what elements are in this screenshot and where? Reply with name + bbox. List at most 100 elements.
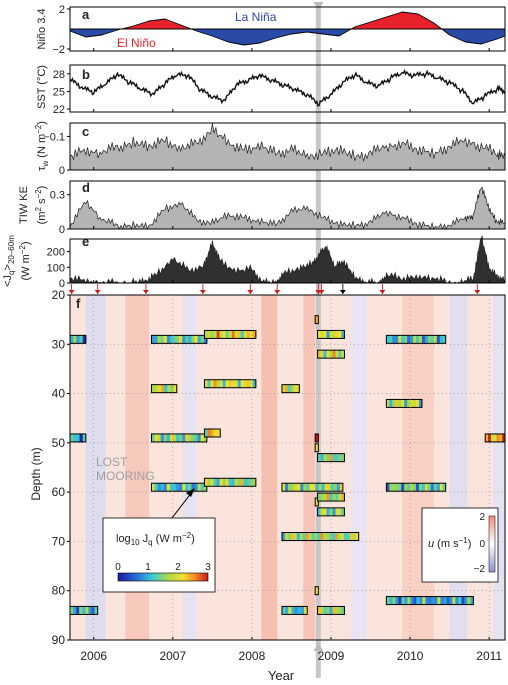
jq-cell bbox=[326, 507, 330, 516]
jq-cell bbox=[404, 596, 408, 605]
jq-cell bbox=[386, 596, 390, 605]
jq-cell bbox=[207, 478, 211, 487]
jq-cell bbox=[151, 433, 155, 442]
jq-colorbar bbox=[117, 572, 209, 582]
jq-cell bbox=[237, 478, 241, 487]
jq-cell bbox=[169, 483, 174, 492]
jq-cell bbox=[395, 483, 399, 492]
jq-cell bbox=[194, 483, 198, 492]
jq-segment bbox=[203, 428, 221, 438]
jq-cell bbox=[419, 483, 423, 492]
jq-cell bbox=[395, 335, 399, 344]
jq-cell bbox=[320, 330, 324, 339]
jq-cell bbox=[73, 433, 77, 442]
ylabel-e-line2: (W m−2) bbox=[18, 241, 32, 280]
jq-segment bbox=[385, 482, 447, 492]
jq-cell bbox=[203, 335, 208, 344]
jq-cell bbox=[349, 532, 354, 541]
jq-cell bbox=[499, 433, 503, 442]
jq-cell bbox=[191, 433, 195, 442]
u-field-band bbox=[493, 295, 505, 640]
jq-cell bbox=[191, 335, 195, 344]
jq-cell bbox=[249, 330, 254, 339]
jq-cell bbox=[427, 335, 432, 344]
jq-cell bbox=[170, 384, 174, 393]
jq-cell bbox=[335, 330, 339, 339]
jq-cell bbox=[317, 493, 321, 502]
jq-cell bbox=[332, 350, 336, 359]
jq-segment bbox=[281, 605, 308, 615]
jq-cell bbox=[410, 335, 414, 344]
jq-cell bbox=[386, 483, 390, 492]
jq-cell bbox=[203, 433, 208, 442]
jq-cell bbox=[191, 483, 195, 492]
jq-cell bbox=[317, 350, 321, 359]
jq-cell bbox=[291, 483, 295, 492]
xtick-label: 2007 bbox=[159, 649, 186, 663]
jq-segment bbox=[203, 329, 257, 339]
jq-cell bbox=[332, 453, 336, 462]
jq-cell bbox=[320, 493, 324, 502]
jq-cell bbox=[330, 483, 334, 492]
jq-segment bbox=[281, 532, 360, 541]
jq-cell bbox=[213, 330, 217, 339]
jq-cell bbox=[246, 478, 251, 487]
jq-cell bbox=[179, 483, 183, 492]
jq-cell bbox=[234, 478, 238, 487]
jq-segment bbox=[150, 433, 208, 443]
ytick-label-f: 40 bbox=[52, 387, 66, 401]
jq-cell bbox=[200, 433, 205, 442]
tiw-ke-area bbox=[69, 186, 506, 231]
jq-cell bbox=[395, 596, 399, 605]
jq-cell bbox=[288, 606, 292, 615]
jq-cell bbox=[338, 493, 342, 502]
u-colorbar-box bbox=[421, 507, 499, 583]
jq-cell bbox=[88, 606, 92, 615]
jq-cell bbox=[326, 606, 330, 615]
jq-tick-2: 2 bbox=[175, 562, 181, 573]
reference-time-line bbox=[315, 2, 321, 678]
jq-cell bbox=[173, 483, 177, 492]
jq-cell bbox=[154, 433, 158, 442]
jq-cell bbox=[157, 335, 161, 344]
ylabel-b: SST (°C) bbox=[36, 65, 48, 109]
jq-cell bbox=[389, 335, 393, 344]
jq-cell bbox=[188, 335, 192, 344]
xtick-label: 2009 bbox=[318, 649, 345, 663]
xlabel: Year bbox=[268, 668, 295, 683]
jq-cell bbox=[252, 379, 257, 388]
jq-cell bbox=[285, 606, 289, 615]
jq-cell bbox=[416, 335, 420, 344]
jq-cell bbox=[210, 429, 215, 437]
jq-cell bbox=[164, 384, 168, 393]
jq-cell bbox=[308, 532, 312, 541]
jq-cell bbox=[341, 606, 345, 615]
jq-cell bbox=[200, 483, 205, 492]
reference-marker-top bbox=[313, 2, 324, 10]
jq-cell bbox=[76, 433, 80, 442]
jq-pointer-head bbox=[186, 488, 195, 497]
u-field-band bbox=[85, 295, 106, 640]
jq-cell bbox=[290, 384, 294, 393]
jq-cell bbox=[407, 483, 411, 492]
reference-marker-bottom bbox=[313, 643, 324, 651]
jq-cell bbox=[410, 483, 414, 492]
xtick-label: 2010 bbox=[397, 649, 424, 663]
jq-cell bbox=[332, 507, 336, 516]
jq-cell bbox=[419, 596, 423, 605]
jq-cell bbox=[173, 433, 177, 442]
nino34-series-line bbox=[69, 11, 506, 46]
jq-cell bbox=[291, 606, 295, 615]
jq-cell bbox=[166, 483, 171, 492]
jq-cell bbox=[207, 429, 212, 437]
event-arrow-head bbox=[474, 290, 481, 294]
jq-cell bbox=[182, 483, 186, 492]
jq-cell bbox=[204, 478, 208, 487]
jq-cell bbox=[488, 433, 492, 442]
ytick-label-a: −2 bbox=[52, 44, 65, 56]
jq-cell bbox=[213, 478, 217, 487]
jq-cell bbox=[416, 483, 420, 492]
jq-cell bbox=[182, 335, 186, 344]
jq-cell bbox=[194, 335, 198, 344]
